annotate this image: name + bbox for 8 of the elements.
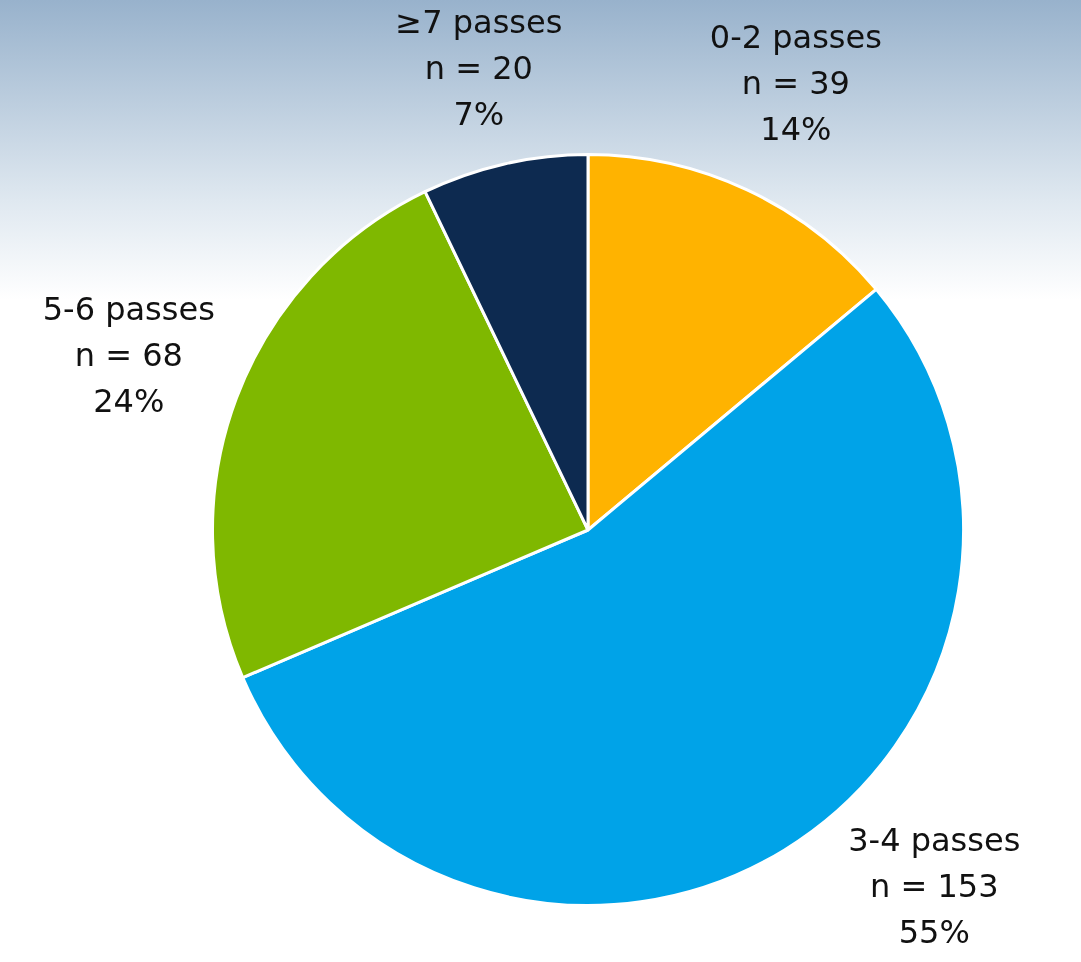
slice-label: 0-2 passes xyxy=(709,18,882,57)
data-label: n = 68 24% xyxy=(74,335,183,420)
slice-label: 5-6 passes xyxy=(42,289,215,328)
slice-label: ≥7 passes xyxy=(395,3,563,42)
data-label: n = 39 14% xyxy=(741,64,850,149)
data-label: n = 153 55% xyxy=(870,867,999,952)
data-label: n = 20 7% xyxy=(424,49,533,134)
slice-label: 3-4 passes xyxy=(848,821,1021,860)
